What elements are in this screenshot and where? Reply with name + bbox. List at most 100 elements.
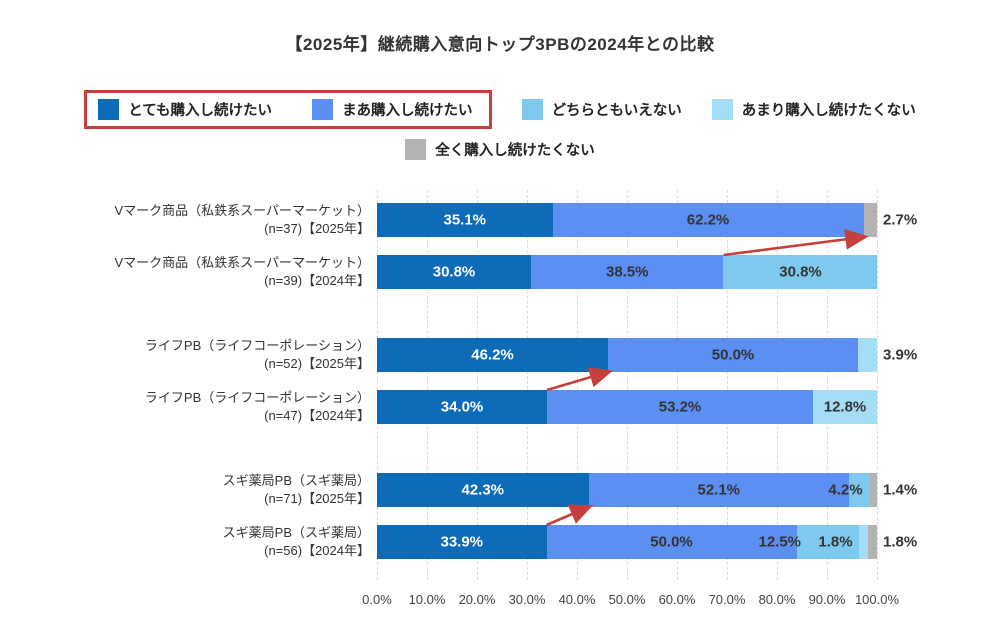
- row-label-line1: Vマーク商品（私鉄系スーパーマーケット）: [114, 203, 370, 218]
- segment-value-label: 30.8%: [779, 263, 822, 281]
- segment-value-label: 33.9%: [440, 533, 484, 551]
- stacked-bar: 33.9% 50.0% 12.5% 1.8% 1.8%: [377, 525, 917, 559]
- segment-value-label-outside: 3.9%: [883, 346, 918, 364]
- x-axis-tick-label: 80.0%: [758, 592, 796, 607]
- x-axis-tick-label: 90.0%: [808, 592, 846, 607]
- bar-segment: [796, 525, 859, 559]
- gridline: [427, 190, 428, 580]
- bar-segment: [377, 525, 547, 559]
- legend-swatch-maa-icon: [312, 99, 334, 120]
- stacked-bar: 46.2% 50.0% 3.9%: [377, 338, 917, 372]
- gridline: [377, 190, 378, 580]
- x-axis-tick-label: 40.0%: [558, 592, 596, 607]
- bar-segment: [377, 255, 531, 289]
- row-label-line1: ライフPB（ライフコーポレーション）: [144, 390, 370, 405]
- row-label-line2: (n=47)【2024年】: [264, 408, 370, 423]
- gridline: [477, 190, 478, 580]
- x-axis-tick-label: 70.0%: [708, 592, 746, 607]
- gridline: [677, 190, 678, 580]
- row-label-line2: (n=71)【2025年】: [264, 491, 370, 506]
- legend-highlight-box: とても購入し続けたい まあ購入し続けたい: [84, 90, 492, 129]
- segment-value-label: 50.0%: [711, 346, 755, 364]
- x-axis-tick-label: 60.0%: [658, 592, 696, 607]
- legend-label: とても購入し続けたい: [128, 103, 273, 119]
- segment-value-label: 12.5%: [758, 533, 802, 551]
- bar-segment: [377, 338, 608, 372]
- row-category-label: スギ薬局PB（スギ薬局） (n=71)【2025年】: [55, 472, 370, 508]
- legend-swatch-mattaku-icon: [405, 139, 427, 160]
- legend-item-maa: まあ購入し続けたい: [312, 99, 473, 120]
- segment-value-label: 52.1%: [697, 481, 741, 499]
- row-label-line1: スギ薬局PB（スギ薬局）: [222, 473, 370, 488]
- gridline: [777, 190, 778, 580]
- legend-swatch-dochira-icon: [521, 99, 543, 120]
- legend-label: まあ購入し続けたい: [342, 103, 473, 119]
- legend-label: あまり購入し続けたくない: [741, 103, 916, 119]
- segment-value-label: 38.5%: [605, 263, 649, 281]
- gridline: [727, 190, 728, 580]
- bar-segment: [870, 473, 877, 507]
- stacked-bar: 35.1% 62.2% 2.7%: [377, 203, 917, 237]
- row-category-label: ライフPB（ライフコーポレーション） (n=47)【2024年】: [55, 389, 370, 425]
- legend-swatch-amari-icon: [711, 99, 733, 120]
- bar-segment: [588, 473, 849, 507]
- segment-value-label: 1.8%: [818, 533, 853, 551]
- segment-value-label: 42.3%: [461, 481, 505, 499]
- row-category-label: ライフPB（ライフコーポレーション） (n=52)【2025年】: [55, 337, 370, 373]
- segment-value-label-outside: 1.4%: [883, 481, 918, 499]
- segment-value-label: 34.0%: [440, 398, 484, 416]
- segment-value-label: 46.2%: [471, 346, 514, 364]
- stacked-bar: 30.8% 38.5% 30.8%: [377, 255, 877, 289]
- segment-value-label: 4.2%: [828, 481, 863, 499]
- legend-item-mattaku: 全く購入し続けたくない: [405, 139, 595, 160]
- row-label-line1: スギ薬局PB（スギ薬局）: [222, 525, 370, 540]
- yoy-increase-arrow: [545, 504, 594, 527]
- bar-segment: [849, 473, 870, 507]
- bar-segment: [813, 390, 877, 424]
- legend-row-2: 全く購入し続けたくない: [0, 139, 1000, 160]
- legend-item-dochira: どちらともいえない: [521, 99, 682, 120]
- yoy-increase-arrow: [723, 229, 869, 257]
- x-axis-tick-label: 50.0%: [608, 592, 646, 607]
- segment-value-label: 35.1%: [443, 211, 487, 229]
- bar-segment: [868, 525, 877, 559]
- segment-value-label: 62.2%: [686, 211, 730, 229]
- row-category-label: スギ薬局PB（スギ薬局） (n=56)【2024年】: [55, 524, 370, 560]
- bar-segment: [857, 338, 877, 372]
- row-category-label: Vマーク商品（私鉄系スーパーマーケット） (n=39)【2024年】: [55, 254, 370, 290]
- row-label-line1: ライフPB（ライフコーポレーション）: [144, 338, 370, 353]
- gridline: [827, 190, 828, 580]
- stacked-bar: 34.0% 53.2% 12.8%: [377, 390, 877, 424]
- row-label-line2: (n=37)【2025年】: [264, 221, 370, 236]
- segment-value-label-outside: 1.8%: [883, 533, 918, 551]
- row-label-line2: (n=39)【2024年】: [264, 273, 370, 288]
- row-label-line2: (n=52)【2025年】: [264, 356, 370, 371]
- x-axis-tick-label: 20.0%: [458, 592, 496, 607]
- legend-swatch-totemo-icon: [98, 99, 120, 120]
- bar-segment: [377, 203, 553, 237]
- row-label-line1: Vマーク商品（私鉄系スーパーマーケット）: [114, 255, 370, 270]
- legend-row-1: とても購入し続けたい まあ購入し続けたい どちらともいえない あまり購入し続けた…: [0, 90, 1000, 129]
- gridline: [527, 190, 528, 580]
- x-axis-tick-label: 100.0%: [854, 592, 900, 607]
- x-axis-tick-label: 0.0%: [362, 592, 392, 607]
- chart-title: 【2025年】継続購入意向トップ3PBの2024年との比較: [285, 35, 715, 54]
- row-label-line2: (n=56)【2024年】: [264, 543, 370, 558]
- gridline: [627, 190, 628, 580]
- segment-value-label-outside: 2.7%: [883, 211, 918, 229]
- bar-segment: [552, 203, 864, 237]
- bar-segment: [547, 390, 813, 424]
- bar-segment: [859, 525, 868, 559]
- row-category-label: Vマーク商品（私鉄系スーパーマーケット） (n=37)【2025年】: [55, 202, 370, 238]
- x-axis-tick-label: 10.0%: [408, 592, 446, 607]
- bar-segment: [530, 255, 724, 289]
- legend-label: どちらともいえない: [551, 103, 682, 119]
- segment-value-label: 50.0%: [650, 533, 693, 551]
- segment-value-label: 53.2%: [658, 398, 702, 416]
- legend-label: 全く購入し続けたくない: [435, 143, 595, 159]
- bar-segment: [377, 390, 547, 424]
- legend-item-amari: あまり購入し続けたくない: [711, 99, 916, 120]
- segment-value-label: 12.8%: [823, 398, 867, 416]
